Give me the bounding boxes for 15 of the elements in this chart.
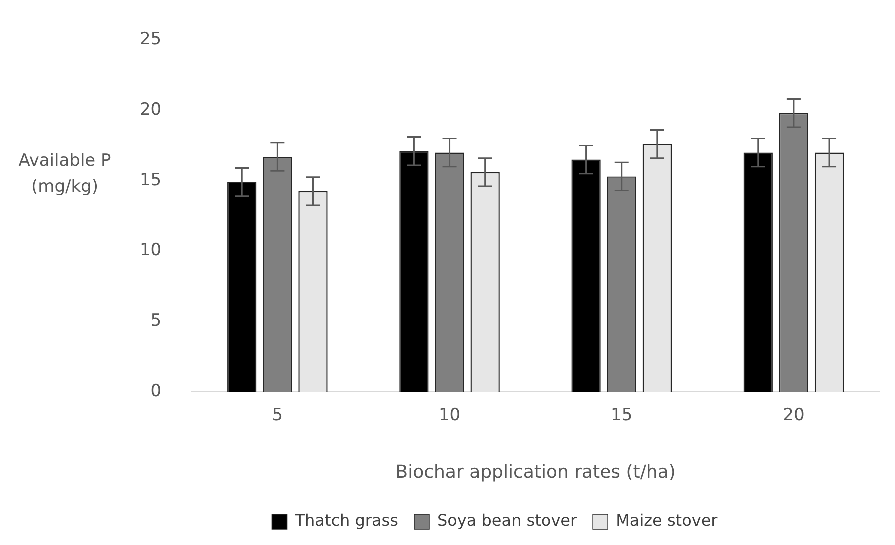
y-tick-label: 10 bbox=[140, 240, 162, 261]
x-tick-label: 15 bbox=[611, 406, 633, 426]
y-axis-title: Available P (mg/kg) bbox=[18, 150, 112, 199]
y-tick-label: 25 bbox=[140, 30, 162, 50]
x-tick-label: 5 bbox=[272, 406, 284, 426]
y-tick-label: 15 bbox=[140, 170, 162, 190]
x-axis-title: Biochar application rates (t/ha) bbox=[396, 462, 676, 483]
legend-label: Soya bean stover bbox=[437, 511, 578, 530]
legend-label: Thatch grass bbox=[294, 511, 398, 530]
y-tick-label: 20 bbox=[140, 100, 162, 120]
legend-label: Maize stover bbox=[616, 511, 718, 530]
x-tick-label: 10 bbox=[438, 406, 461, 426]
y-tick-label: 0 bbox=[150, 381, 162, 402]
x-tick-label: 20 bbox=[783, 406, 805, 426]
y-tick-label: 5 bbox=[150, 311, 162, 332]
